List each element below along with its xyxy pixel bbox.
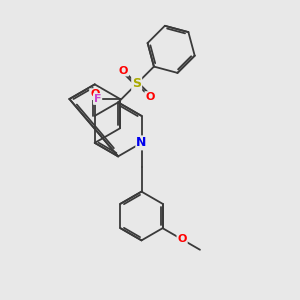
Text: O: O	[90, 89, 99, 99]
Text: F: F	[94, 94, 101, 104]
Text: O: O	[119, 66, 128, 76]
Text: S: S	[132, 77, 141, 90]
Text: O: O	[177, 234, 187, 244]
Text: N: N	[136, 136, 147, 149]
Text: O: O	[145, 92, 154, 102]
